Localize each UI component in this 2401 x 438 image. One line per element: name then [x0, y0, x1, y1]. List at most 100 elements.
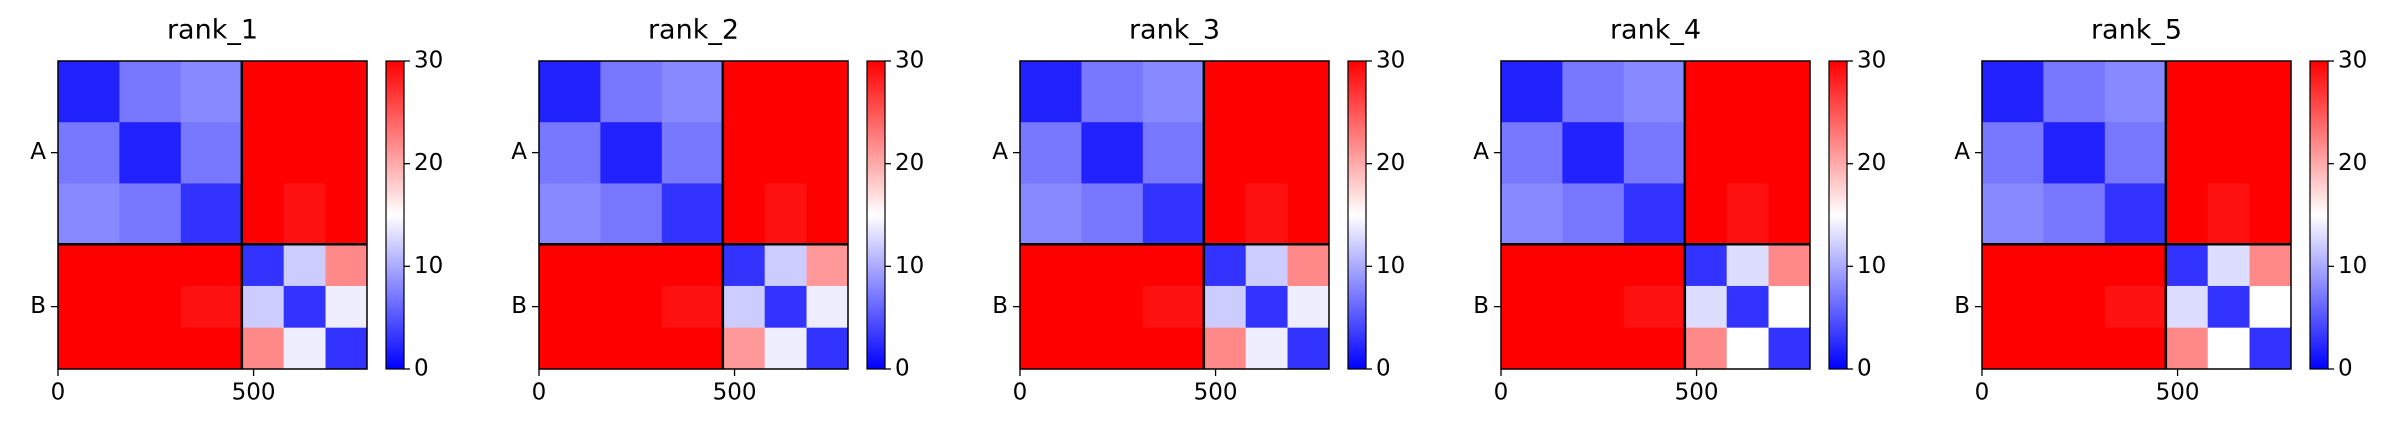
heatmap-cell	[1562, 122, 1625, 184]
heatmap-cell	[1684, 327, 1728, 370]
heatmap-cell	[119, 122, 182, 184]
heatmap-cell	[1287, 183, 1330, 245]
heatmap-cell	[806, 285, 849, 329]
colorbar	[385, 60, 405, 370]
colorbar-tick-label: 10	[1376, 253, 1405, 279]
heatmap-cell	[180, 61, 243, 123]
heatmap-cell	[2104, 122, 2167, 184]
heatmap-cell	[1020, 244, 1082, 287]
heatmap-cell	[1562, 61, 1625, 123]
heatmap-cell	[325, 244, 368, 287]
heatmap-cell	[283, 244, 327, 287]
heatmap-cell	[1982, 244, 2044, 287]
heatmap-cell	[1245, 183, 1289, 245]
heatmap-cell	[1623, 285, 1686, 329]
heatmap-cell	[2249, 327, 2292, 370]
heatmap-cell	[58, 327, 120, 370]
heatmap-cell	[1287, 61, 1330, 123]
heatmap-cell	[806, 61, 849, 123]
heatmap-cell	[764, 61, 808, 123]
x-tick-label: 500	[713, 380, 757, 406]
heatmap-cell	[661, 122, 724, 184]
x-tick-label: 500	[232, 380, 276, 406]
heatmap-cell	[722, 244, 766, 287]
heatmap-cell	[600, 327, 663, 370]
heatmap-cell	[2104, 244, 2167, 287]
heatmap-cell	[1623, 244, 1686, 287]
heatmap-cell	[1623, 183, 1686, 245]
colorbar-tick-label: 10	[2338, 253, 2367, 279]
heatmap-cell	[325, 122, 368, 184]
plot-frame	[1019, 60, 1330, 370]
heatmap-cell	[764, 122, 808, 184]
heatmap-cell	[764, 285, 808, 329]
heatmap-cell	[1245, 327, 1289, 370]
y-tick-label: B	[30, 293, 46, 319]
heatmap-cell	[1684, 244, 1728, 287]
colorbar-tick-label: 10	[414, 253, 443, 279]
heatmap-cell	[1501, 327, 1563, 370]
heatmap-cell	[539, 61, 601, 123]
colorbar-tick-label: 20	[2338, 150, 2367, 176]
heatmap-cell	[2249, 244, 2292, 287]
colorbar	[1828, 60, 1848, 370]
heatmap-cell	[1020, 285, 1082, 329]
heatmap-cell	[1726, 183, 1770, 245]
x-tick-label: 0	[51, 380, 66, 406]
heatmap-cell	[1142, 327, 1205, 370]
heatmap-cell	[1726, 244, 1770, 287]
heatmap-cell	[1768, 285, 1811, 329]
heatmap-cell	[1142, 122, 1205, 184]
heatmap-cell	[2104, 61, 2167, 123]
heatmap-cell	[1203, 327, 1247, 370]
plot-frame	[538, 60, 849, 370]
heatmap-cell	[283, 61, 327, 123]
panel-title: rank_2	[648, 15, 739, 46]
heatmap-cell	[2207, 122, 2251, 184]
heatmap-cell	[764, 244, 808, 287]
heatmap-cell	[722, 61, 766, 123]
colorbar-tick-label: 30	[1857, 48, 1886, 74]
heatmap-cell	[180, 122, 243, 184]
heatmap-cell	[325, 61, 368, 123]
heatmap-cell	[539, 244, 601, 287]
heatmap-cell	[1768, 327, 1811, 370]
heatmap-cell	[1020, 327, 1082, 370]
heatmap-cell	[58, 285, 120, 329]
heatmap-cell	[1142, 61, 1205, 123]
heatmap-cell	[2207, 327, 2251, 370]
y-tick-label: B	[1954, 293, 1970, 319]
y-tick-label: B	[992, 293, 1008, 319]
colorbar-tick-label: 30	[414, 48, 443, 74]
colorbar-tick-label: 20	[1376, 150, 1405, 176]
heatmap-cell	[600, 244, 663, 287]
heatmap-cell	[180, 285, 243, 329]
heatmap-cell	[806, 327, 849, 370]
plot-frame	[1981, 60, 2292, 370]
heatmap-cell	[180, 183, 243, 245]
heatmap-cell	[2104, 327, 2167, 370]
heatmap-cell	[1982, 183, 2044, 245]
heatmap-cell	[180, 244, 243, 287]
heatmap-cell	[58, 244, 120, 287]
heatmap-cell	[119, 183, 182, 245]
x-tick-label: 0	[532, 380, 547, 406]
heatmap-cell	[1287, 285, 1330, 329]
heatmap-cell	[1081, 244, 1144, 287]
heatmap-cell	[2207, 244, 2251, 287]
heatmap-cell	[1081, 327, 1144, 370]
heatmap-cell	[2207, 61, 2251, 123]
heatmap-cell	[283, 285, 327, 329]
heatmap-cell	[119, 61, 182, 123]
heatmap-cell	[2043, 183, 2106, 245]
heatmap-cell	[325, 285, 368, 329]
heatmap-cell	[2165, 244, 2209, 287]
colorbar-tick-label: 20	[895, 150, 924, 176]
heatmap-cell	[2043, 244, 2106, 287]
heatmap-cell	[2249, 61, 2292, 123]
colorbar-tick-label: 30	[895, 48, 924, 74]
heatmap-cell	[1501, 61, 1563, 123]
heatmap-cell	[1142, 285, 1205, 329]
heatmap-cell	[1501, 244, 1563, 287]
heatmap-cell	[2043, 327, 2106, 370]
